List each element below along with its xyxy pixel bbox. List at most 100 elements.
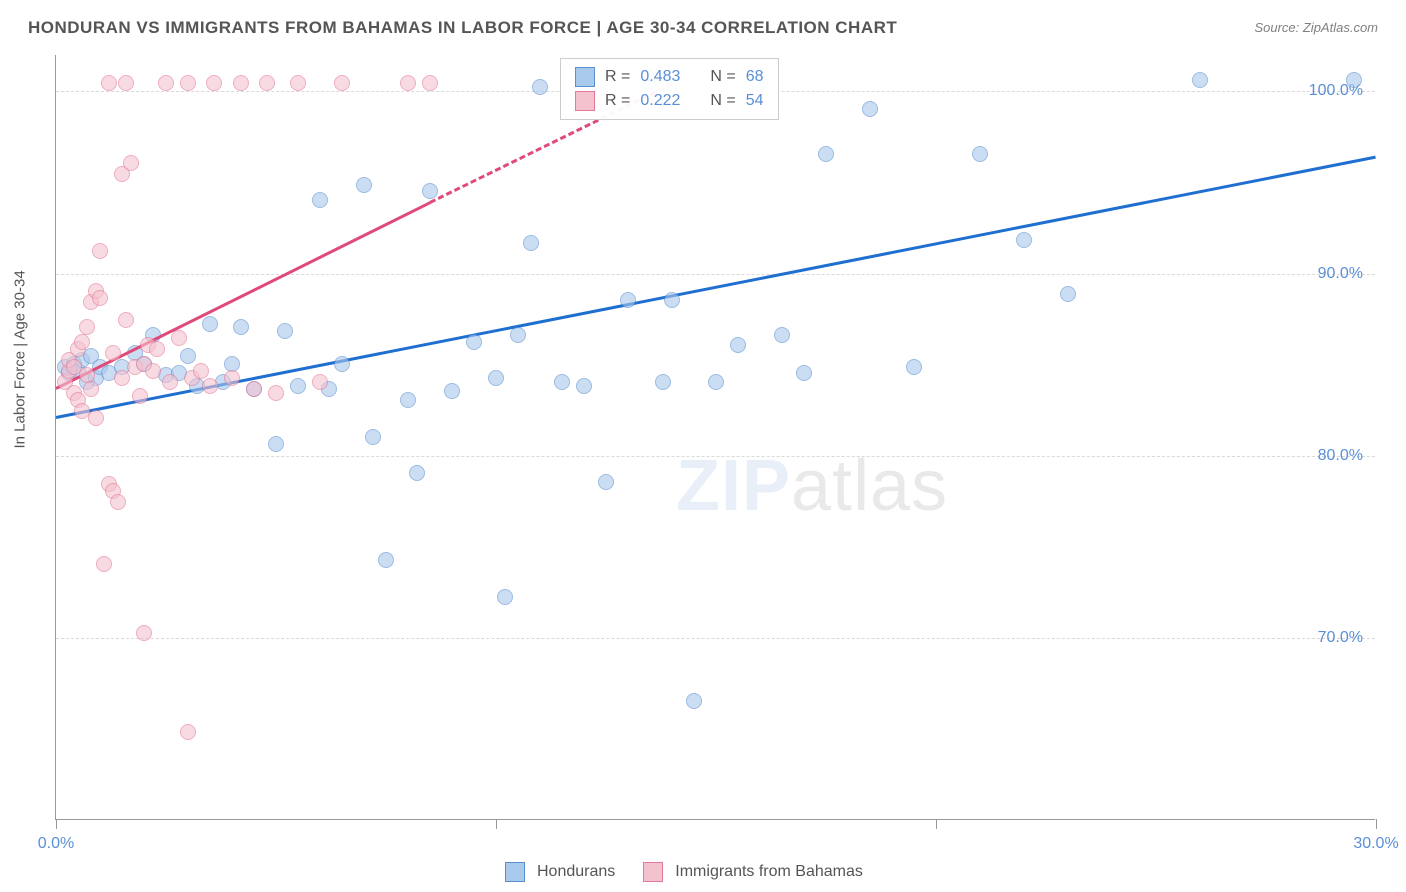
scatter-point <box>1346 72 1362 88</box>
legend-n-value: 54 <box>746 92 764 110</box>
legend-stats-row: R =0.483N =68 <box>575 65 764 89</box>
ytick-label: 70.0% <box>1318 629 1363 647</box>
chart-plot-area: ZIPatlas 70.0%80.0%90.0%100.0%0.0%30.0% <box>55 55 1375 820</box>
legend-n-value: 68 <box>746 68 764 86</box>
scatter-point <box>96 556 112 572</box>
scatter-point <box>444 383 460 399</box>
legend-r-value: 0.222 <box>640 92 680 110</box>
scatter-point <box>312 192 328 208</box>
scatter-point <box>906 359 922 375</box>
xtick <box>56 819 57 829</box>
scatter-point <box>365 429 381 445</box>
scatter-point <box>79 319 95 335</box>
scatter-point <box>114 370 130 386</box>
scatter-point <box>158 75 174 91</box>
legend-swatch <box>575 91 595 111</box>
gridline <box>56 456 1375 457</box>
scatter-point <box>664 292 680 308</box>
legend-r-label: R = <box>605 68 630 86</box>
scatter-point <box>400 75 416 91</box>
scatter-point <box>510 327 526 343</box>
scatter-point <box>123 155 139 171</box>
scatter-point <box>532 79 548 95</box>
scatter-point <box>378 552 394 568</box>
scatter-point <box>246 381 262 397</box>
scatter-point <box>79 367 95 383</box>
scatter-point <box>409 465 425 481</box>
scatter-point <box>796 365 812 381</box>
scatter-point <box>162 374 178 390</box>
scatter-point <box>101 75 117 91</box>
scatter-point <box>1060 286 1076 302</box>
scatter-point <box>862 101 878 117</box>
watermark-atlas: atlas <box>791 446 948 526</box>
ytick-label: 90.0% <box>1318 265 1363 283</box>
scatter-point <box>655 374 671 390</box>
scatter-point <box>88 410 104 426</box>
scatter-point <box>422 183 438 199</box>
scatter-point <box>268 385 284 401</box>
scatter-point <box>171 330 187 346</box>
gridline <box>56 274 1375 275</box>
scatter-point <box>105 345 121 361</box>
scatter-point <box>149 341 165 357</box>
scatter-point <box>118 312 134 328</box>
legend-swatch <box>643 862 663 882</box>
legend-series-label: Immigrants from Bahamas <box>675 863 863 881</box>
legend-stats-row: R = 0.222 N = 54 <box>575 89 764 113</box>
scatter-point <box>110 494 126 510</box>
scatter-point <box>268 436 284 452</box>
scatter-point <box>730 337 746 353</box>
regression-line <box>55 201 430 389</box>
scatter-point <box>118 75 134 91</box>
scatter-point <box>554 374 570 390</box>
watermark: ZIPatlas <box>676 445 948 527</box>
scatter-point <box>202 378 218 394</box>
scatter-point <box>180 348 196 364</box>
scatter-point <box>193 363 209 379</box>
legend-stats-box: R = 0.483 N = 68 R = 0.222 N = 54 <box>560 58 779 120</box>
scatter-point <box>206 75 222 91</box>
legend-swatch <box>575 67 595 87</box>
legend-r-label: R = <box>605 92 630 110</box>
scatter-point <box>488 370 504 386</box>
scatter-point <box>972 146 988 162</box>
scatter-point <box>180 724 196 740</box>
xtick <box>496 819 497 829</box>
scatter-point <box>290 378 306 394</box>
scatter-point <box>145 363 161 379</box>
chart-title: HONDURAN VS IMMIGRANTS FROM BAHAMAS IN L… <box>28 18 897 38</box>
scatter-point <box>132 388 148 404</box>
y-axis-label: In Labor Force | Age 30-34 <box>12 270 29 448</box>
scatter-point <box>92 243 108 259</box>
scatter-point <box>290 75 306 91</box>
scatter-point <box>774 327 790 343</box>
scatter-point <box>74 334 90 350</box>
scatter-point <box>334 75 350 91</box>
scatter-point <box>312 374 328 390</box>
scatter-point <box>136 625 152 641</box>
xtick <box>1376 819 1377 829</box>
scatter-point <box>576 378 592 394</box>
legend-n-label: N = <box>710 92 735 110</box>
ytick-label: 80.0% <box>1318 447 1363 465</box>
scatter-point <box>334 356 350 372</box>
scatter-point <box>1016 232 1032 248</box>
scatter-point <box>422 75 438 91</box>
scatter-point <box>598 474 614 490</box>
scatter-point <box>708 374 724 390</box>
scatter-point <box>1192 72 1208 88</box>
scatter-point <box>233 319 249 335</box>
scatter-point <box>83 381 99 397</box>
scatter-point <box>686 693 702 709</box>
chart-source: Source: ZipAtlas.com <box>1254 20 1378 35</box>
scatter-point <box>523 235 539 251</box>
xtick-label: 0.0% <box>38 835 74 853</box>
scatter-point <box>180 75 196 91</box>
gridline <box>56 638 1375 639</box>
scatter-point <box>202 316 218 332</box>
scatter-point <box>400 392 416 408</box>
scatter-point <box>259 75 275 91</box>
legend-r-value: 0.483 <box>640 68 680 86</box>
scatter-point <box>620 292 636 308</box>
